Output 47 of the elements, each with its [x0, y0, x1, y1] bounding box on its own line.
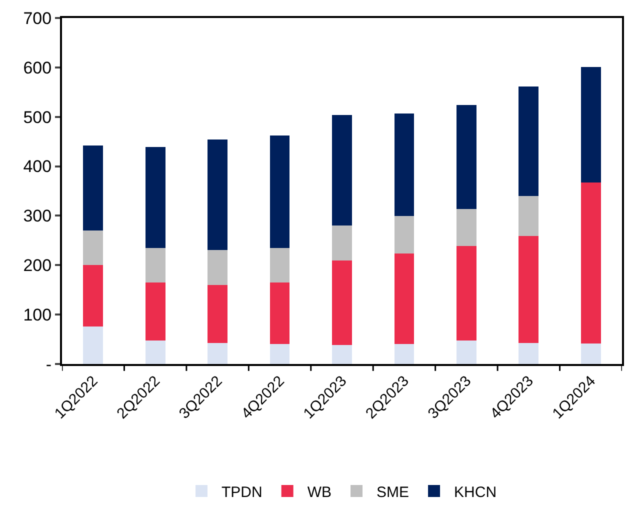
y-tick-label: 100	[23, 306, 52, 325]
bar	[83, 146, 104, 231]
bar	[208, 284, 228, 343]
bar	[518, 86, 539, 196]
y-tick-label: -	[46, 354, 52, 374]
bar	[518, 196, 539, 236]
y-tick-label: 300	[23, 206, 52, 226]
legend-label: SME	[376, 484, 410, 501]
bar	[394, 216, 414, 254]
bar	[518, 236, 539, 343]
bar	[394, 344, 414, 364]
bar	[580, 344, 601, 364]
y-tick-label: 700	[23, 8, 52, 28]
bar	[456, 246, 476, 340]
legend-label: TPDN	[222, 484, 262, 501]
bar	[208, 250, 228, 285]
bar	[456, 340, 476, 364]
bar	[332, 345, 352, 364]
bar	[145, 248, 166, 282]
legend-label: WB	[307, 484, 332, 501]
bar	[456, 208, 476, 246]
bar	[83, 230, 104, 266]
bar	[145, 282, 166, 340]
bar	[394, 113, 414, 216]
y-tick-label: 200	[23, 256, 52, 276]
bar	[580, 182, 601, 344]
bar	[518, 342, 539, 364]
legend-label: KHCN	[454, 484, 497, 501]
bar	[270, 282, 290, 344]
bar	[270, 248, 290, 282]
bar	[208, 140, 228, 250]
bar	[456, 104, 476, 209]
bar	[145, 147, 166, 248]
bar	[332, 114, 352, 226]
bar	[270, 136, 290, 248]
bar	[270, 344, 290, 364]
bar	[145, 340, 166, 364]
y-tick-label: 500	[23, 108, 52, 127]
bar	[332, 260, 352, 346]
bar	[580, 66, 601, 183]
bar	[394, 253, 414, 344]
bar	[83, 265, 104, 326]
y-tick-label: 600	[23, 58, 52, 78]
bar	[332, 226, 352, 261]
y-tick-label: 400	[23, 157, 52, 176]
bar	[208, 342, 228, 364]
bar	[83, 326, 104, 364]
